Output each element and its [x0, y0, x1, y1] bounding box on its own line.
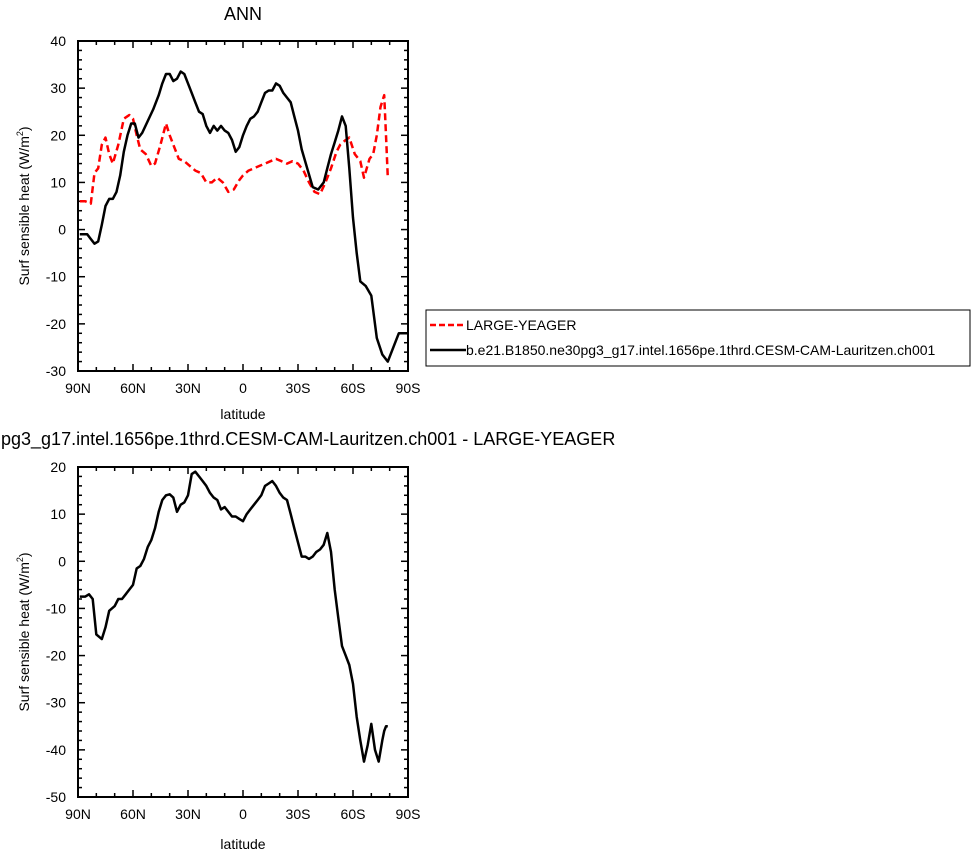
- panel-top-x-axis-title: latitude: [220, 406, 265, 422]
- panel-bottom-ticks: [77, 466, 409, 798]
- panel-bottom-y-tick-label-10: 10: [50, 506, 66, 522]
- panel-bottom-x-tick-label-60n: 60N: [120, 806, 146, 822]
- panel-top-y-tick-label-0: 0: [58, 222, 66, 238]
- panel-bottom-y-tick-label-0: 0: [58, 553, 66, 569]
- panel-bottom-y-tick-label-20: -20: [46, 648, 66, 664]
- panel-top-y-tick-label-20: 20: [50, 127, 66, 143]
- panel-bottom-y-axis-title: Surf sensible heat (W/m2): [15, 552, 32, 711]
- panel-bottom-y-tick-label-20: 20: [50, 459, 66, 475]
- panel-bottom-y-tick-label-40: -40: [46, 742, 66, 758]
- legend: LARGE-YEAGER b.e21.B1850.ne30pg3_g17.int…: [425, 309, 971, 367]
- panel-top-x-tick-label-30s: 30S: [286, 380, 311, 396]
- panel-top-x-tick-label-90s: 90S: [396, 380, 421, 396]
- panel-bottom-x-tick-label-30s: 30S: [286, 806, 311, 822]
- panel-bottom-y-tick-label-10: -10: [46, 600, 66, 616]
- panel-top-y-axis-title-suffix: ): [16, 126, 32, 131]
- panel-top-y-axis-title: Surf sensible heat (W/m2): [15, 126, 32, 285]
- panel-bottom-x-tick-label-0: 0: [239, 806, 247, 822]
- panel-bottom-tick-labels: 90N 60N 30N 0 30S 60S 90S -50 -40 -30 -20 -10 0 10 20: [46, 459, 421, 822]
- panel-bottom-x-axis-title: latitude: [220, 836, 265, 852]
- panel-top-tick-labels: 90N 60N 30N 0 30S 60S 90S -30 -20 -10 0 10 20 30 40: [46, 33, 421, 396]
- panel-top-x-tick-label-60s: 60S: [341, 380, 366, 396]
- panel-bottom-plot-area: [79, 470, 388, 763]
- panel-top-x-tick-label-30n: 30N: [175, 380, 201, 396]
- panel-top: ANN 90N 60N 30N 0 30S 60S 90S -30 -20 -10 0 10 20 30 4…: [15, 4, 971, 422]
- panel-top-y-tick-label-10: 10: [50, 174, 66, 190]
- panel-bottom-title: pg3_g17.intel.1656pe.1thrd.CESM-CAM-Laur…: [1, 429, 615, 450]
- panel-top-x-tick-label-0: 0: [239, 380, 247, 396]
- panel-bottom-y-tick-label-30: -30: [46, 695, 66, 711]
- panel-bottom-y-axis-title-main: Surf sensible heat (W/m: [16, 562, 32, 711]
- legend-label-cesm-run: b.e21.B1850.ne30pg3_g17.intel.1656pe.1th…: [466, 342, 936, 358]
- panel-top-y-tick-label-10: -10: [46, 269, 66, 285]
- panel-bottom-x-tick-label-60s: 60S: [341, 806, 366, 822]
- panel-top-y-axis-title-main: Surf sensible heat (W/m: [16, 136, 32, 285]
- panel-top-ticks: [77, 40, 409, 372]
- panel-top-y-tick-label-20: -20: [46, 316, 66, 332]
- panel-top-x-tick-label-60n: 60N: [120, 380, 146, 396]
- panel-top-series-line-2: [79, 70, 408, 363]
- panel-bottom: pg3_g17.intel.1656pe.1thrd.CESM-CAM-Laur…: [1, 429, 615, 852]
- panel-bottom-series-line-1: [79, 470, 388, 763]
- panel-bottom-axes-frame: [77, 466, 409, 798]
- panel-bottom-y-axis-title-sup: 2: [15, 557, 25, 562]
- panel-top-title: ANN: [224, 4, 262, 24]
- panel-top-y-tick-label-30: 30: [50, 80, 66, 96]
- panel-top-y-tick-label-30: -30: [46, 363, 66, 379]
- panel-bottom-x-tick-label-90n: 90N: [65, 806, 91, 822]
- panel-top-x-tick-label-90n: 90N: [65, 380, 91, 396]
- panel-bottom-y-axis-title-suffix: ): [16, 552, 32, 557]
- panel-top-y-axis-title-sup: 2: [15, 131, 25, 136]
- panel-bottom-x-tick-label-90s: 90S: [396, 806, 421, 822]
- panel-bottom-y-tick-label-50: -50: [46, 789, 66, 805]
- panel-top-axes-frame: [77, 40, 409, 372]
- legend-label-large-yeager: LARGE-YEAGER: [466, 317, 576, 333]
- panel-top-y-tick-label-40: 40: [50, 33, 66, 49]
- panel-top-plot-area: [79, 70, 408, 363]
- panel-bottom-x-tick-label-30n: 30N: [175, 806, 201, 822]
- legend-box: [425, 309, 971, 367]
